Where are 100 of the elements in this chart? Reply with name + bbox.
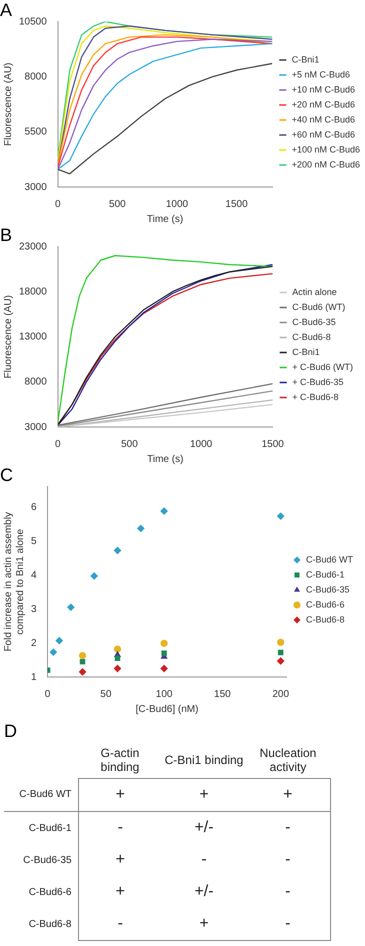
category-label: C-Bud6-8: [28, 918, 72, 930]
text: +: [116, 786, 125, 803]
y-tick-label: 2: [31, 638, 37, 649]
point: [67, 604, 74, 611]
text: +: [199, 786, 209, 803]
x-tick-label: 50: [100, 688, 112, 700]
y-tick-label: 3000: [24, 422, 48, 433]
y-axis-title: Fold increase in actin assembly compared to Bni1 alone: [2, 512, 26, 652]
legend-label: +200 nM C-Bud6: [292, 159, 360, 170]
category-label: C-Bud6-35: [23, 854, 72, 866]
point: [114, 546, 122, 554]
y-tick-label: 18000: [18, 286, 48, 298]
text: -: [118, 819, 123, 836]
point: [160, 664, 168, 672]
category-label: C-Bud6-6: [28, 886, 72, 898]
legend-label: + C-Bud6-35: [292, 376, 344, 387]
text: +: [116, 883, 125, 900]
point: [114, 656, 120, 662]
text: +: [116, 851, 125, 868]
x-tick-label: 1500: [262, 438, 284, 450]
text: +/-: [194, 819, 214, 836]
y-tick-label: 23000: [18, 241, 48, 252]
y-axis-title: Fluorescence (AU): [2, 295, 14, 378]
point: [114, 664, 122, 672]
point: [137, 524, 144, 532]
x-tick-label: 0: [55, 438, 62, 450]
legend-label: C-Bud6-8: [292, 332, 331, 342]
x-tick-label: 200: [272, 688, 290, 700]
category-label: C-Bud6 WT: [19, 789, 72, 800]
point: [277, 512, 284, 520]
category-label: G-actin binding: [100, 745, 140, 776]
point: [278, 650, 284, 656]
x-tick-label: 1500: [225, 198, 248, 210]
point: [90, 572, 98, 580]
text: -: [118, 915, 123, 932]
text: -: [285, 819, 290, 836]
text: +: [283, 786, 292, 803]
legend-label: +40 nM C-Bud6: [292, 114, 356, 124]
chart-title: C: [0, 464, 13, 485]
category-label: C-Bni1 binding: [164, 752, 244, 769]
x-tick-label: 500: [109, 198, 126, 210]
legend-label: +100 nM C-Bud6: [292, 144, 360, 154]
point: [78, 668, 86, 676]
legend-label: C-Bud6-35: [292, 316, 336, 327]
legend-label: C-Bni1: [292, 54, 320, 64]
x-axis-title: [C-Bud6] (nM): [136, 704, 198, 715]
x-tick-label: 0: [55, 198, 62, 210]
x-tick-label: 1000: [166, 198, 188, 210]
text: -: [285, 883, 290, 900]
y-tick-label: 8000: [24, 71, 48, 82]
x-tick-label: 500: [121, 438, 138, 450]
point: [114, 646, 122, 653]
text: D: [3, 721, 18, 742]
x-tick-label: 150: [214, 688, 232, 700]
x-axis-title: Time (s): [147, 454, 184, 465]
legend-label: +5 nM C-Bud6: [292, 69, 350, 80]
y-axis-title: Fluorescence (AU): [2, 62, 14, 146]
y-tick-label: 4: [31, 570, 37, 581]
point: [160, 507, 168, 515]
text: -: [285, 851, 290, 868]
point: [80, 658, 86, 664]
x-tick-label: 1000: [190, 438, 213, 450]
x-axis-title: Time (s): [146, 214, 184, 225]
y-tick-label: 5: [31, 536, 37, 547]
point: [50, 648, 57, 656]
point: [277, 638, 284, 646]
legend-label: C-Bud6 (WT): [292, 302, 346, 312]
legend-label: +60 nM C-Bud6: [292, 129, 356, 140]
y-tick-label: 3000: [24, 182, 48, 193]
chart-title: B: [0, 224, 12, 245]
y-tick-label: 6: [31, 502, 37, 513]
category-label: Nucleation activity: [258, 745, 318, 776]
y-tick-label: 5500: [24, 126, 48, 138]
x-tick-label: 0: [44, 688, 51, 700]
chart-title: A: [0, 0, 12, 20]
text: +/-: [194, 883, 214, 900]
y-tick-label: 1: [31, 672, 37, 683]
y-tick-label: 13000: [18, 332, 48, 343]
category-label: C-Bud6-1: [28, 822, 72, 834]
point: [160, 640, 168, 647]
point: [56, 637, 63, 644]
text: -: [201, 851, 207, 868]
legend-label: C-Bni1: [292, 346, 320, 357]
point: [161, 650, 167, 656]
legend-label: C-Bud6-35: [306, 584, 350, 594]
y-tick-label: 3: [31, 604, 37, 615]
legend-label: +10 nM C-Bud6: [292, 84, 356, 94]
legend-label: Actin alone: [292, 286, 337, 297]
y-tick-label: 10500: [18, 16, 48, 28]
legend-label: C-Bud6-1: [306, 569, 345, 580]
x-tick-label: 100: [156, 688, 173, 700]
legend-label: + C-Bud6-8: [292, 392, 339, 402]
legend-label: C-Bud6-6: [306, 599, 345, 610]
point: [277, 657, 284, 665]
y-tick-label: 8000: [24, 376, 48, 388]
text: +: [199, 915, 209, 932]
legend-label: +20 nM C-Bud6: [292, 99, 356, 110]
point: [78, 652, 86, 660]
legend-label: + C-Bud6 (WT): [292, 362, 354, 372]
legend-label: C-Bud6-8: [306, 614, 345, 624]
